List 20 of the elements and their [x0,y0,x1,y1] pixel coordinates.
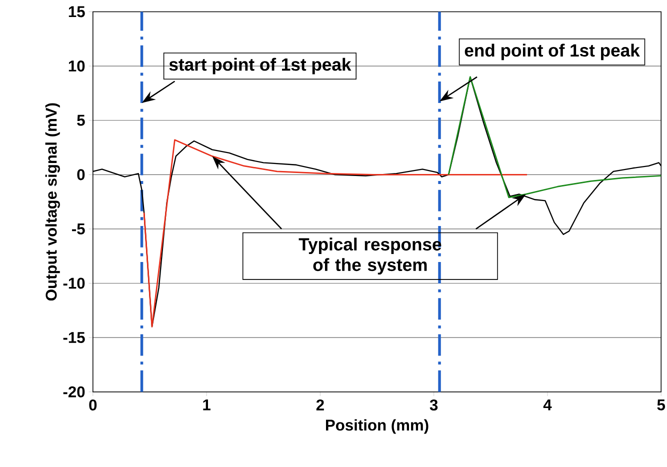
x-tick-label: 3 [430,399,438,410]
y-tick-label: -20 [63,386,85,398]
y-axis-title: Output voltage signal (mV) [45,103,60,300]
y-tick-label: 0 [77,168,85,180]
x-tick-label: 1 [203,399,210,410]
x-tick-label: 2 [316,399,324,410]
y-tick-label: 5 [77,114,85,126]
x-axis-title: Position (mm) [326,419,428,434]
y-tick-label: 15 [68,6,85,18]
line-series [143,139,528,328]
annotation: start point of 1st peak [169,58,352,74]
x-tick-label: 4 [543,399,552,410]
annotation: Typical response of the system [298,238,442,274]
y-tick-label: 10 [68,60,85,72]
y-tick-label: -15 [63,332,85,343]
x-tick-label: 5 [657,399,666,410]
y-tick-label: -5 [72,223,85,234]
x-tick-label: 0 [89,399,97,410]
annotation: end point of 1st peak [464,44,640,60]
y-tick-label: -10 [63,278,85,289]
